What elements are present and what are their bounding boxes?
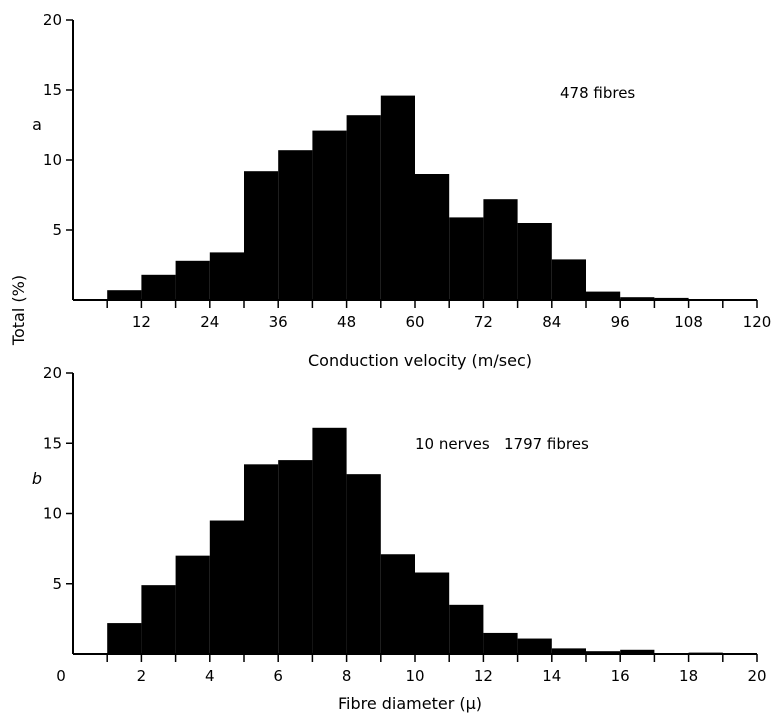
x-tick-label: 16 [611,667,630,685]
y-tick-label: 15 [43,81,62,99]
histogram-bar [380,554,415,654]
histogram-bar [278,460,313,654]
x-tick-label: 18 [679,667,698,685]
x-tick-label: 108 [674,313,703,331]
x-tick-label: 0 [56,667,66,685]
histogram-bar [107,290,142,300]
histogram-bar [278,150,313,300]
histogram-bar [551,259,586,300]
histogram-bar [654,297,689,300]
x-tick-label: 12 [474,667,493,685]
histogram-bar [380,95,415,300]
histogram-bar [415,572,450,654]
histogram-bar [449,217,484,300]
x-tick-label: 60 [405,313,424,331]
fibre-count-annotation: 478 fibres [560,84,635,102]
histogram-bar [209,252,244,300]
y-tick-label: 10 [43,505,62,523]
histogram-bar [586,291,621,300]
histogram-bar [141,274,176,300]
histogram-bar [175,555,210,654]
x-tick-label: 10 [405,667,424,685]
x-tick-label: 12 [132,313,151,331]
x-tick-label: 120 [743,313,772,331]
x-tick-label: 8 [342,667,352,685]
x-tick-label: 48 [337,313,356,331]
x-tick-label: 20 [747,667,766,685]
histogram-bar [517,223,552,300]
histogram-bar [551,648,586,654]
histogram-bar [312,130,347,300]
histogram-bar [346,115,381,300]
histogram-bar [517,638,552,654]
histogram-bar [107,623,142,654]
x-axis-label: Fibre diameter (μ) [338,694,482,713]
x-tick-label: 84 [542,313,561,331]
panel-label: a [32,115,42,134]
histogram-bar [141,585,176,654]
x-tick-label: 4 [205,667,215,685]
x-tick-label: 96 [611,313,630,331]
y-tick-label: 5 [52,221,62,239]
histogram-bar [244,464,279,654]
histogram-bar [175,260,210,300]
y-tick-label: 10 [43,151,62,169]
x-tick-label: 14 [542,667,561,685]
histogram-bar [415,174,450,300]
x-tick-label: 6 [273,667,283,685]
histogram-bar [483,199,518,300]
shared-y-axis-label: Total (%) [9,275,28,346]
panel-b-histogram: 0 2 4 6 8 10 12 14 16 18 20 5 10 15 20 Fibre diameter (… [32,364,767,713]
fibre-count-annotation: 10 nerves 1797 fibres [415,435,589,453]
histogram-bar [449,604,484,654]
histogram-bar [312,427,347,654]
y-tick-label: 20 [43,364,62,382]
histogram-bar [244,171,279,300]
panel-label: b [32,469,42,488]
y-tick-label: 5 [52,575,62,593]
x-tick-label: 72 [474,313,493,331]
y-tick-label: 20 [43,11,62,29]
x-tick-label: 24 [200,313,219,331]
panel-a-histogram: 12 24 36 48 60 72 84 96 108 120 5 10 15 20 Conduction … [32,11,771,370]
histogram-bar [483,632,518,654]
x-tick-label: 36 [269,313,288,331]
x-axis-label: Conduction velocity (m/sec) [308,351,532,370]
y-tick-label: 15 [43,434,62,452]
histogram-bar [209,520,244,654]
histogram-bar [620,649,655,654]
histogram-bar [586,651,621,654]
x-tick-label: 2 [137,667,147,685]
histogram-bar [620,297,655,300]
histogram-bar [346,474,381,654]
